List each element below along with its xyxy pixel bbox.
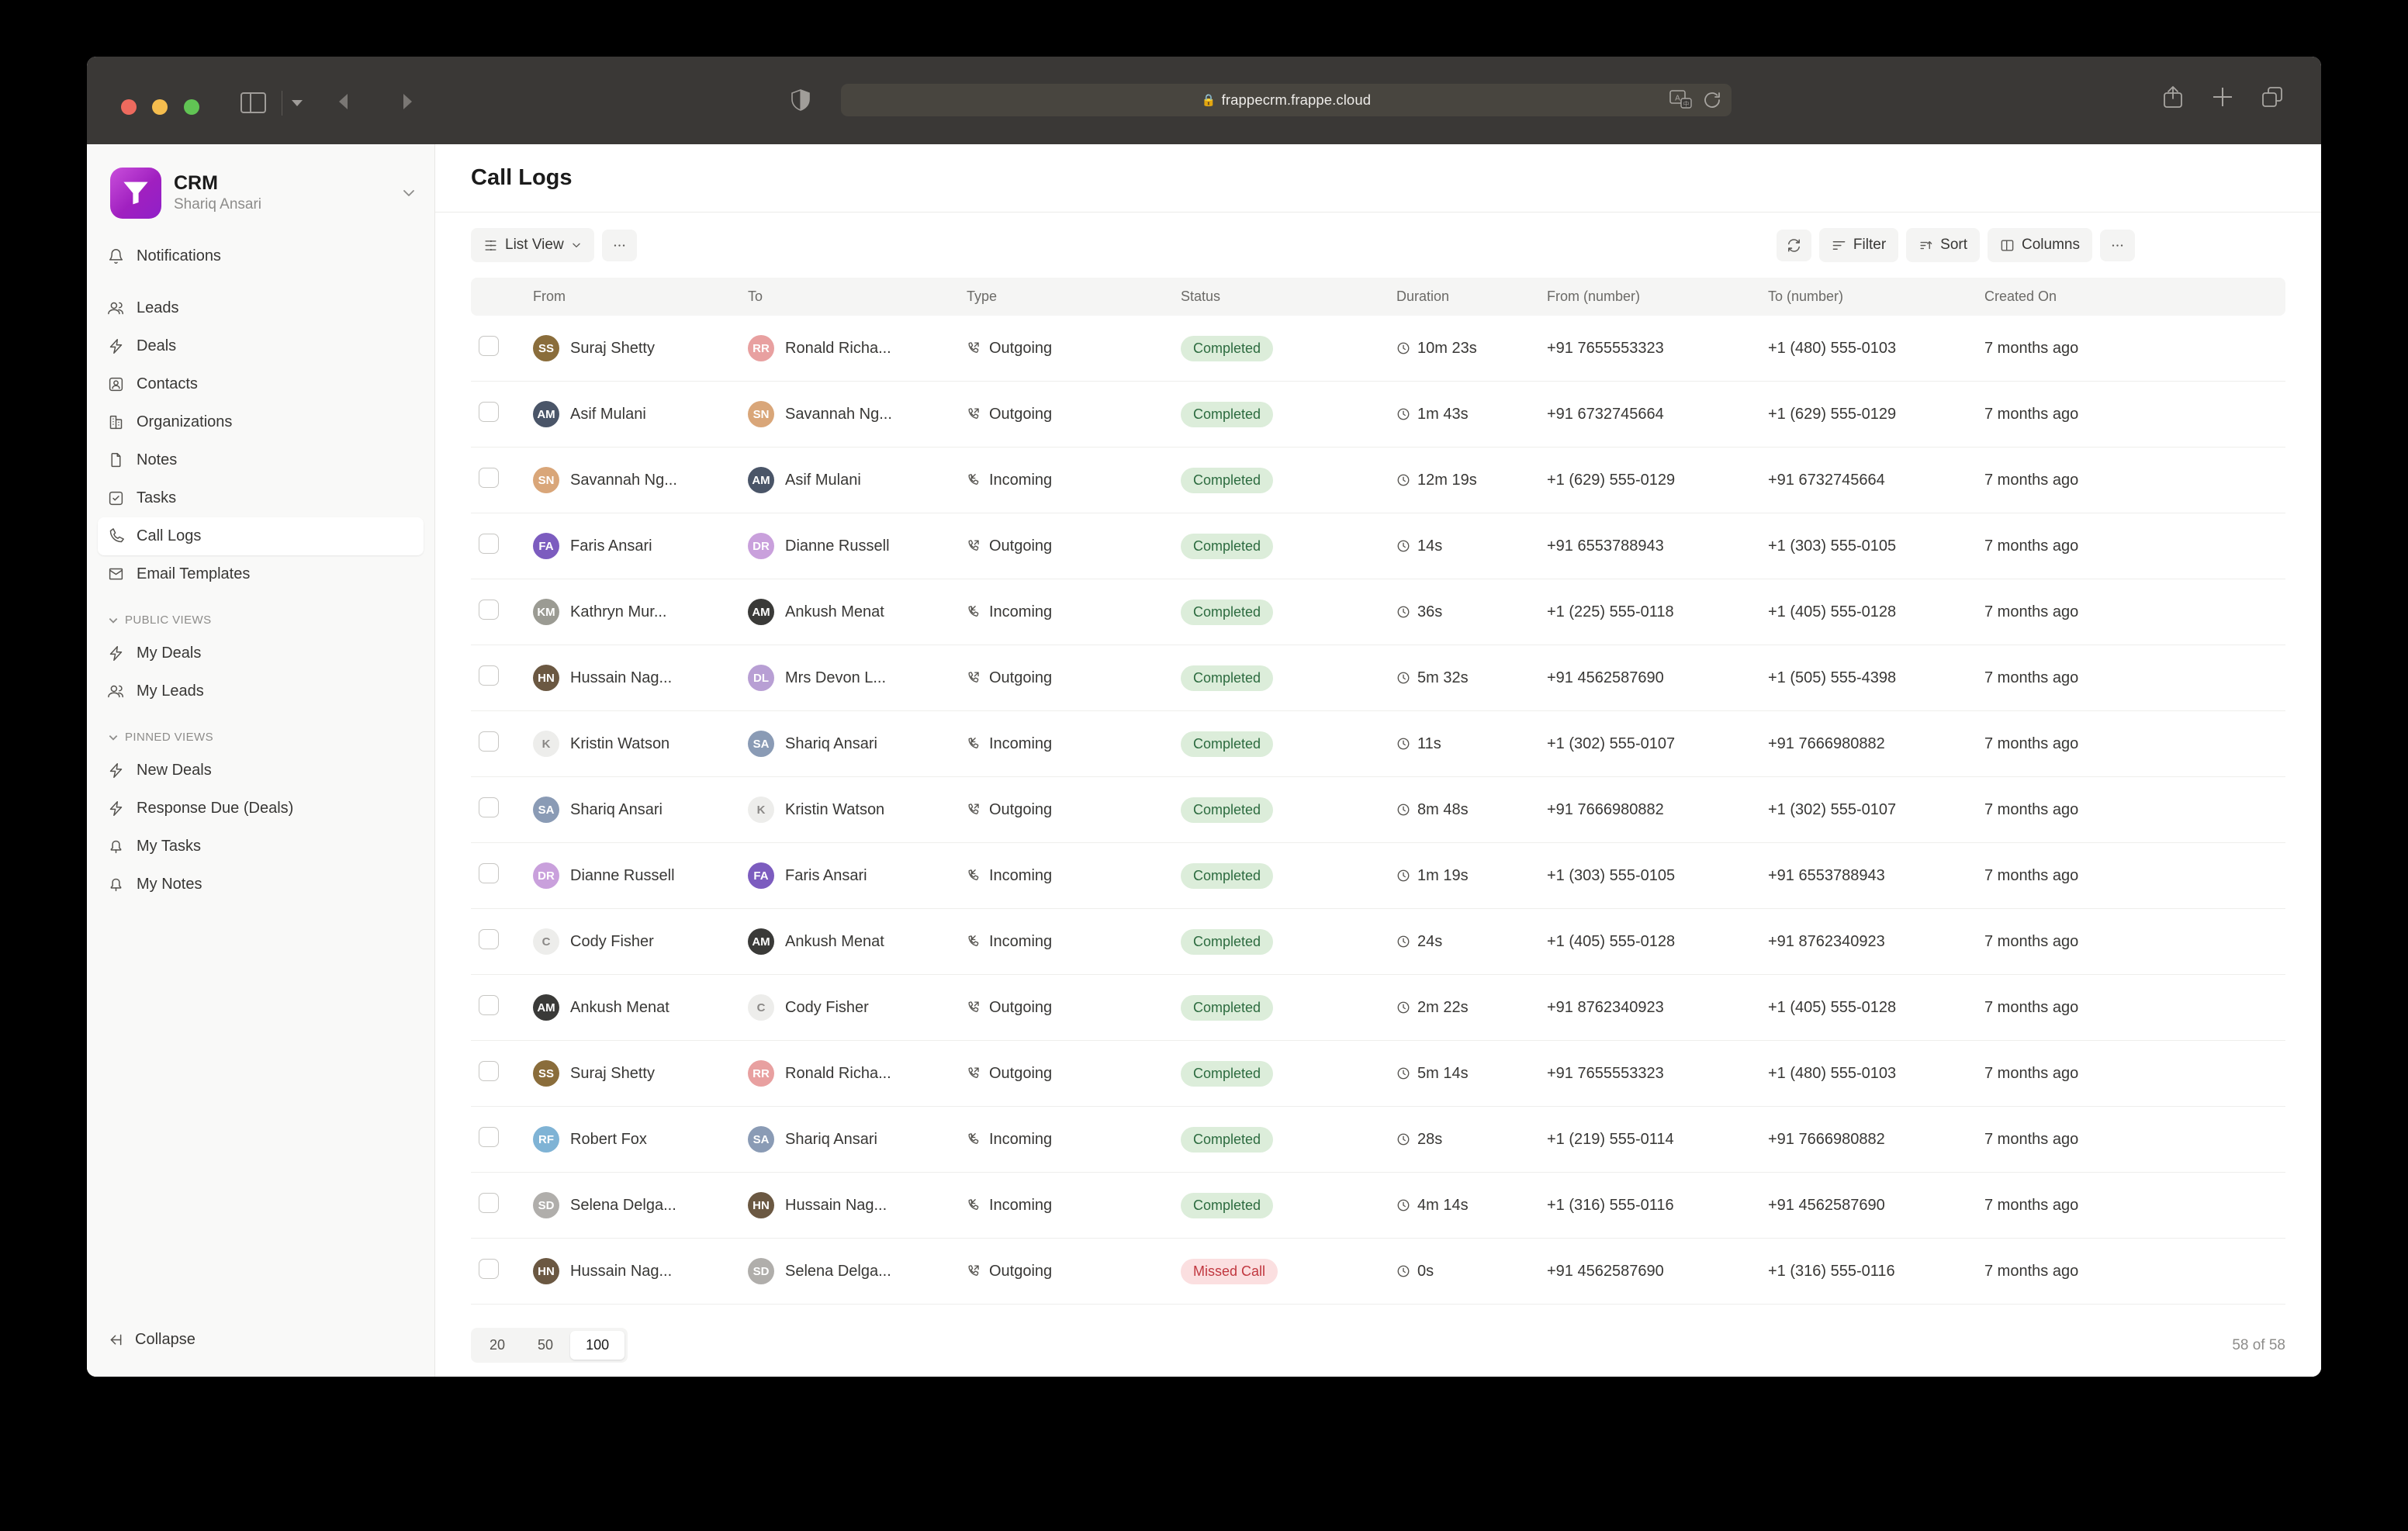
svg-text:A: A — [1675, 95, 1680, 103]
svg-text:中: 中 — [1683, 99, 1690, 107]
